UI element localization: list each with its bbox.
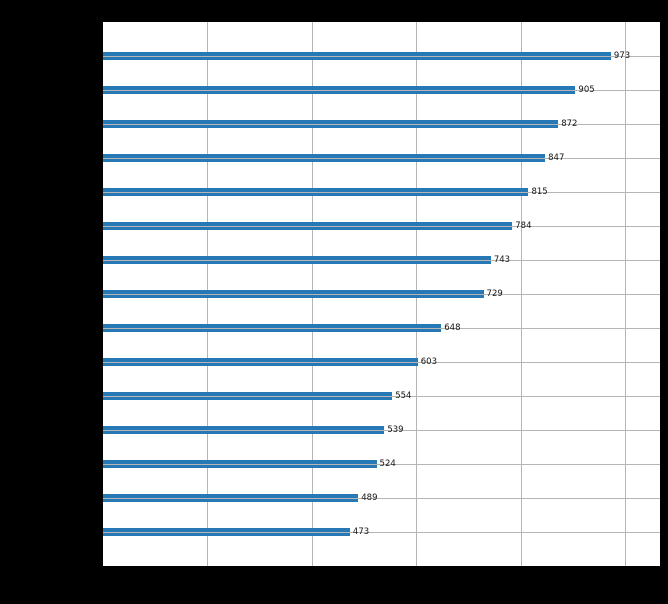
bar-value-label: 554 <box>395 390 412 401</box>
bar-segment <box>103 52 611 56</box>
bar-value-label: 729 <box>486 288 503 299</box>
bar-segment <box>103 324 442 328</box>
bar-value-label: 473 <box>352 526 370 537</box>
bar-segment <box>103 426 385 430</box>
y-gridline <box>103 293 660 295</box>
y-gridline <box>103 191 660 193</box>
bar-segment <box>103 90 576 94</box>
bar-value-label: 648 <box>444 322 461 333</box>
y-gridline <box>103 225 660 227</box>
bar-value-label: 524 <box>379 458 396 469</box>
y-gridline <box>103 463 660 465</box>
bar <box>103 358 418 366</box>
bar-segment <box>103 192 529 196</box>
y-gridline <box>103 55 660 57</box>
y-gridline <box>103 89 660 91</box>
bar-value-label: 815 <box>531 186 548 197</box>
bar-value-label: 784 <box>515 220 532 231</box>
bar <box>103 494 359 502</box>
y-gridline <box>103 497 660 499</box>
bar-segment <box>103 86 576 90</box>
bar <box>103 222 513 230</box>
bar-segment <box>103 396 393 400</box>
bar-segment <box>103 532 350 536</box>
y-gridline <box>103 531 660 533</box>
bar-value-label: 743 <box>493 254 511 265</box>
bar-segment <box>103 260 491 264</box>
bar-value-label: 973 <box>613 50 631 61</box>
y-gridline <box>103 123 660 125</box>
bar <box>103 154 546 162</box>
bar <box>103 52 611 60</box>
y-gridline <box>103 361 660 363</box>
bar-value-label: 539 <box>387 424 404 435</box>
y-gridline <box>103 429 660 431</box>
bar-segment <box>103 124 559 128</box>
bar <box>103 426 385 434</box>
bar <box>103 324 442 332</box>
bar-segment <box>103 358 418 362</box>
bar-segment <box>103 464 377 468</box>
bar-segment <box>103 256 491 260</box>
bar-segment <box>103 460 377 464</box>
bar-segment <box>103 188 529 192</box>
bar-value-label: 847 <box>548 152 565 163</box>
bar-segment <box>103 430 385 434</box>
bar-value-label: 489 <box>361 492 378 503</box>
bar-segment <box>103 294 484 298</box>
bar <box>103 188 529 196</box>
bar-segment <box>103 392 393 396</box>
y-gridline <box>103 395 660 397</box>
bar-segment <box>103 226 513 230</box>
bar-segment <box>103 158 546 162</box>
bar-segment <box>103 154 546 158</box>
bar-segment <box>103 528 350 532</box>
bar-segment <box>103 290 484 294</box>
bar <box>103 86 576 94</box>
bar <box>103 120 559 128</box>
bar-value-label: 872 <box>561 118 578 129</box>
bar-segment <box>103 222 513 226</box>
bar <box>103 528 350 536</box>
bar-value-label: 603 <box>420 356 437 367</box>
bar <box>103 460 377 468</box>
bar-segment <box>103 56 611 60</box>
y-gridline <box>103 327 660 329</box>
bar-value-label: 905 <box>578 84 595 95</box>
plot-area: 973 905 872 847 815 784 743 729 648 603 554 539 524 4… <box>103 22 660 566</box>
bar-segment <box>103 362 418 366</box>
bar <box>103 256 491 264</box>
bar-segment <box>103 494 359 498</box>
bar-segment <box>103 498 359 502</box>
bar-segment <box>103 120 559 124</box>
y-gridline <box>103 157 660 159</box>
bar-segment <box>103 328 442 332</box>
bar <box>103 290 484 298</box>
bar <box>103 392 393 400</box>
y-gridline <box>103 259 660 261</box>
